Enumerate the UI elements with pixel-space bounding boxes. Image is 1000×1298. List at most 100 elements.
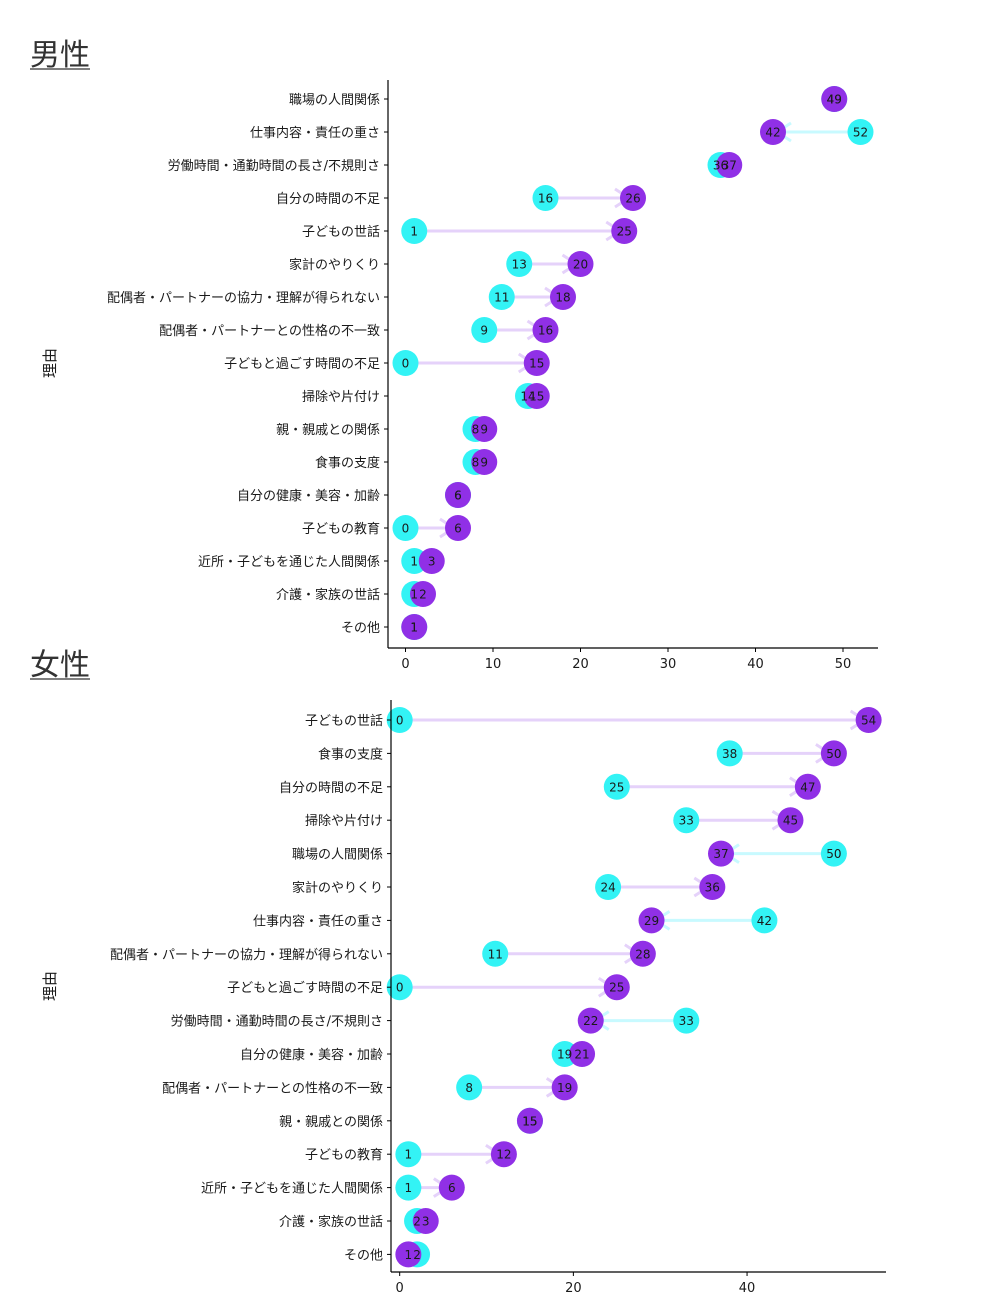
dumbbell-row: 42 29 [638,907,778,934]
point-label-before: 42 [757,914,772,928]
point-label-before: 1 [410,225,418,239]
point-after [611,218,638,244]
category-label: その他 [344,1248,383,1263]
x-tick-label: 0 [396,1281,404,1296]
point-after [777,807,804,834]
point-label-after: 15 [522,1114,537,1128]
dumbbell-row: 21 [395,1241,431,1268]
point-label-after: 37 [713,847,728,861]
category-label: 子どもの世話 [305,713,383,729]
point-after [569,1041,596,1067]
x-tick-label: 0 [401,657,409,672]
point-label-after: 42 [765,126,780,140]
dumbbell-row: 1 12 [395,1141,517,1168]
category-label: 近所・子どもを通じた人間関係 [198,555,380,570]
point-label-before: 0 [402,522,410,536]
point-label-before: 0 [396,714,404,728]
point-before [673,1007,700,1034]
point-before [847,119,874,145]
point-label-before: 1 [410,621,418,635]
point-after [523,383,550,409]
point-after [820,740,847,767]
point-after [821,86,848,112]
point-before [386,707,413,733]
point-before [488,284,515,310]
dumbbell-row: 9 16 [471,317,559,343]
y-axis-label: 理由 [41,348,59,378]
dumbbell-row: 11 [401,614,428,640]
point-label-before: 13 [512,258,527,272]
category-label: 仕事内容・責任の重さ [250,125,380,141]
dumbbell-row: 11 18 [488,284,576,310]
point-label-after: 45 [783,814,798,828]
point-label-before: 2 [413,1248,421,1262]
point-label-before: 14 [520,390,535,404]
point-label-after: 20 [573,258,588,272]
category-labels: 子どもの世話食事の支度自分の時間の不足掃除や片付け職場の人間関係家計のやりくり仕… [110,713,383,1263]
point-label-after: 25 [609,981,624,995]
point-label-after: 6 [448,1181,456,1195]
point-label-before: 8 [472,423,480,437]
dumbbell-row: 50 37 [708,840,847,867]
dumbbell-row: 16 26 [532,185,646,211]
point-after [445,482,471,508]
dumbbell-row: 0 25 [386,974,630,1001]
point-after [551,1074,578,1101]
category-label: 自分の時間の不足 [279,781,383,796]
point-after [438,1174,465,1201]
point-after [708,840,734,867]
point-label-after: 50 [826,747,841,761]
point-label-after: 22 [583,1014,598,1028]
point-label-after: 16 [538,324,553,338]
category-label: 配偶者・パートナーの協力・理解が得られない [107,290,380,306]
category-label: 子どもと過ごす時間の不足 [227,980,383,996]
point-after [603,974,630,1001]
category-label: 子どもの教育 [302,521,380,537]
point-after [577,1007,604,1034]
point-label-before: 8 [465,1081,473,1095]
point-before [820,840,847,867]
x-tick-label: 10 [485,657,502,672]
point-label-after: 26 [625,192,640,206]
point-after [699,874,726,900]
point-label-after: 1 [405,1248,413,1262]
point-label-before: 16 [538,192,553,206]
x-tick-label: 40 [739,1281,756,1296]
point-before [395,1174,422,1201]
point-label-after: 36 [705,881,720,895]
point-before [673,807,700,834]
category-label: 配偶者・パートナーとの性格の不一致 [162,1080,383,1096]
category-label: 子どもの世話 [302,224,380,240]
dumbbell-row: 0 54 [386,707,882,733]
point-after [412,1208,439,1234]
category-label: 家計のやりくり [289,257,380,273]
point-after [794,773,821,800]
x-tick-label: 20 [572,657,589,672]
point-after [567,251,594,277]
point-before [595,874,622,900]
point-label-before: 1 [405,1181,413,1195]
category-label: 掃除や片付け [302,389,380,405]
panel-title: 男性 [30,38,90,73]
dumbbell-row: 66 [445,482,471,508]
point-before [471,317,498,343]
point-after [395,1241,422,1268]
point-label-before: 9 [480,324,488,338]
point-label-after: 15 [529,390,544,404]
panel-title: 女性 [30,648,90,683]
point-before [506,251,533,277]
point-label-after: 1 [410,621,418,635]
point-after [855,707,882,733]
point-before [716,740,743,767]
point-label-before: 11 [494,291,509,305]
point-label-before: 15 [522,1114,537,1128]
point-after [629,940,656,967]
category-label: 仕事内容・責任の重さ [253,913,383,929]
point-label-before: 24 [600,881,615,895]
